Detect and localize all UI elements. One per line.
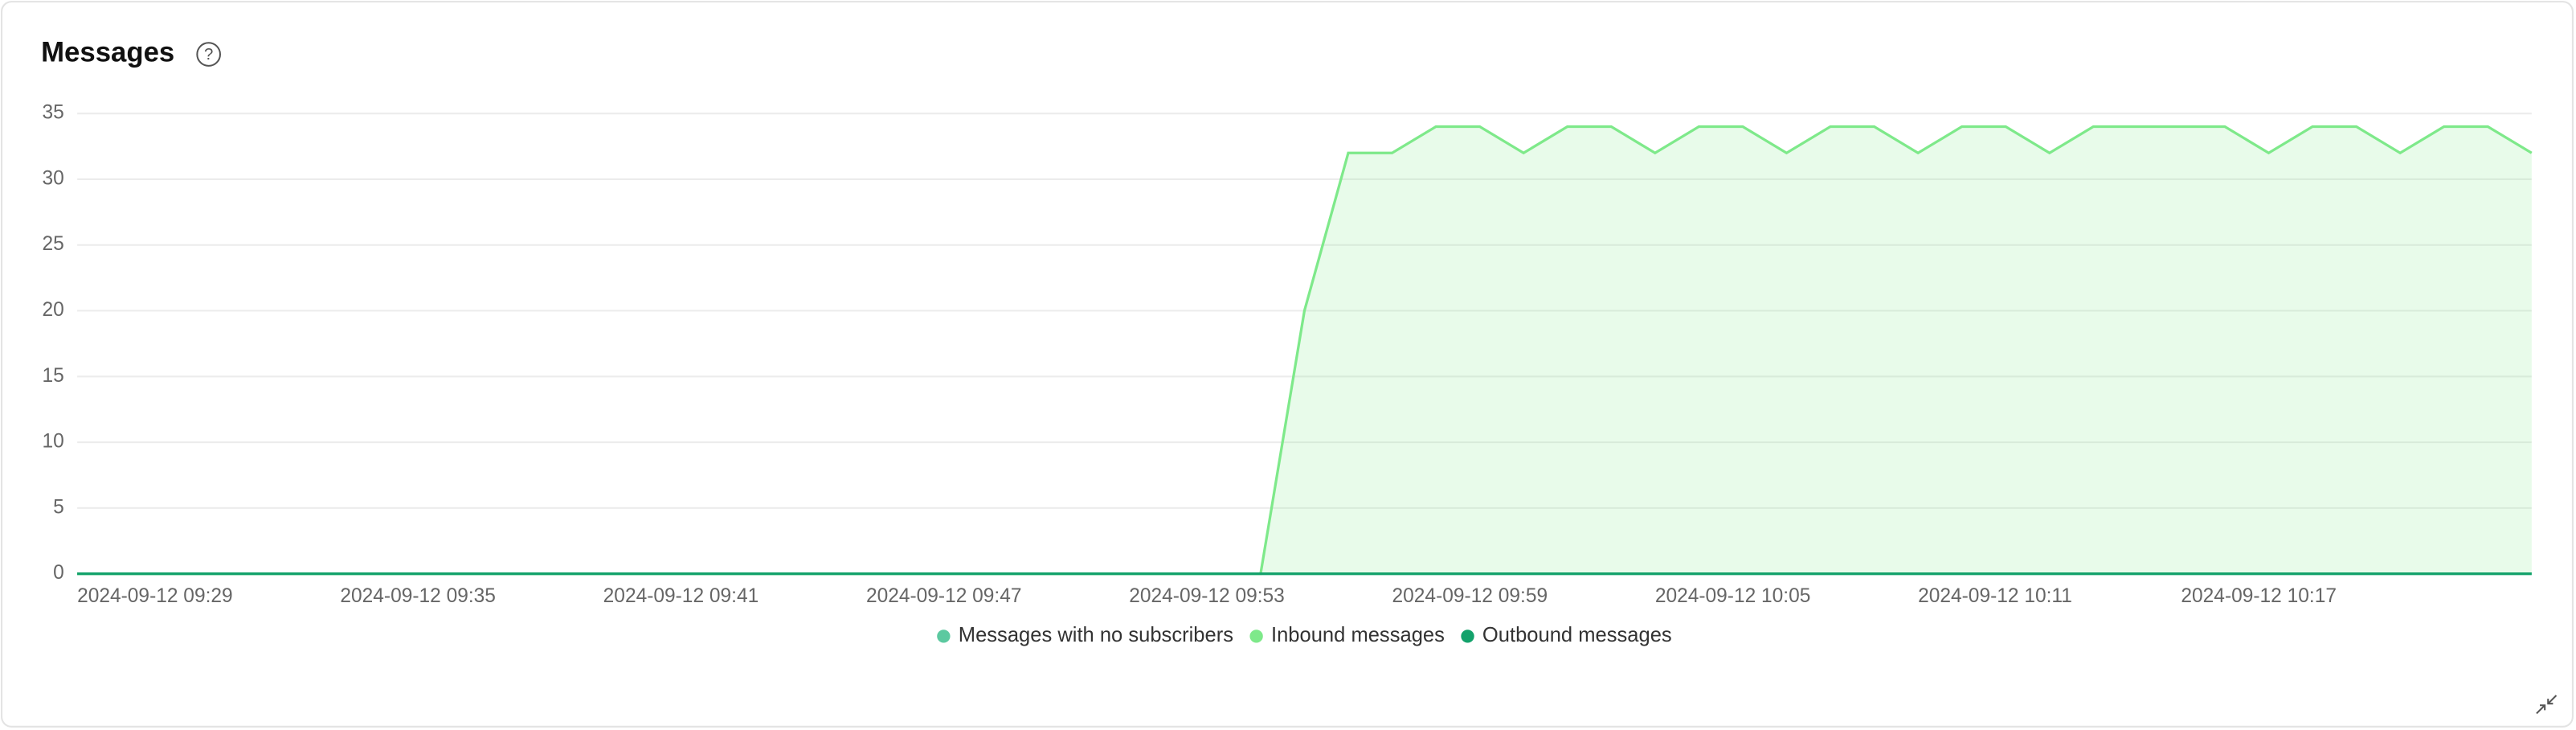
x-tick-label: 2024-09-12 09:35 [340, 585, 496, 607]
y-tick-label: 15 [42, 365, 63, 387]
chart-title: Messages [41, 38, 174, 68]
y-tick-label: 25 [42, 233, 63, 255]
y-tick-label: 0 [53, 562, 64, 584]
y-tick-label: 5 [53, 496, 64, 518]
help-icon[interactable]: ? [196, 42, 222, 67]
x-tick-label: 2024-09-12 09:47 [866, 585, 1022, 607]
y-tick-label: 35 [42, 102, 63, 124]
svg-text:?: ? [204, 45, 213, 64]
x-tick-label: 2024-09-12 10:17 [2181, 585, 2337, 607]
legend-marker [1249, 630, 1263, 643]
x-tick-label: 2024-09-12 09:29 [77, 585, 233, 607]
legend: Messages with no subscribers Inbound mess… [937, 624, 1672, 646]
y-tick-label: 30 [42, 167, 63, 189]
y-tick-label: 20 [42, 299, 63, 321]
area [77, 126, 2532, 574]
x-tick-label: 2024-09-12 10:11 [1918, 585, 2072, 607]
legend-label: Outbound messages [1482, 624, 1672, 646]
legend-marker [937, 630, 951, 643]
legend-label: Messages with no subscribers [959, 624, 1233, 646]
collapse-icon[interactable] [2536, 695, 2558, 715]
x-tick-label: 2024-09-12 09:59 [1392, 585, 1548, 607]
x-tick-label: 2024-09-12 09:41 [603, 585, 759, 607]
legend-label: Inbound messages [1271, 624, 1445, 646]
y-tick-label: 10 [42, 431, 63, 453]
x-tick-label: 2024-09-12 09:53 [1129, 585, 1285, 607]
legend-marker [1461, 630, 1474, 643]
x-tick-label: 2024-09-12 10:05 [1655, 585, 1811, 607]
